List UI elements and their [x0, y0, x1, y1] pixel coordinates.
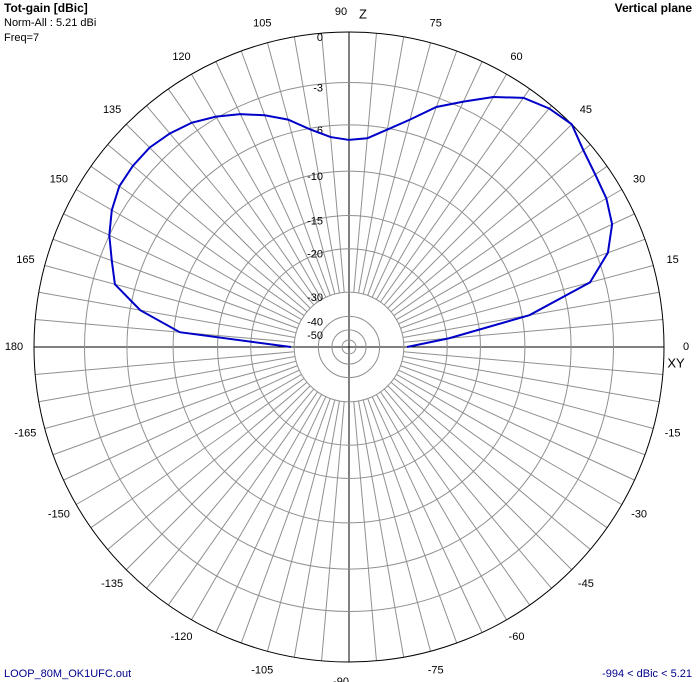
ring	[217, 215, 481, 479]
center-ring	[341, 339, 357, 355]
ring	[293, 291, 405, 403]
axis-label: XY	[667, 355, 685, 370]
angle-label: 0	[683, 341, 689, 353]
angle-label: -120	[170, 631, 192, 643]
angle-label: 75	[430, 17, 442, 29]
angle-label: -105	[251, 664, 273, 676]
ring	[317, 315, 381, 379]
angle-label: -60	[509, 631, 525, 643]
angle-label: 150	[50, 173, 68, 185]
ring	[250, 248, 448, 446]
angle-label: 135	[103, 104, 121, 116]
angle-label: 60	[510, 51, 522, 63]
angle-label: -150	[48, 508, 70, 520]
ring-label: -20	[307, 249, 323, 261]
ring	[126, 124, 572, 570]
ring-label: -3	[313, 82, 323, 94]
angle-label: 30	[633, 173, 645, 185]
angle-label: -135	[101, 578, 123, 590]
ring-label: -30	[307, 292, 323, 304]
ring	[331, 329, 367, 365]
ring-label: -50	[307, 330, 323, 342]
ring	[84, 82, 614, 612]
angle-label: 180	[5, 341, 23, 353]
angle-label: -30	[631, 508, 647, 520]
pattern-line	[108, 96, 614, 348]
ring-label: -40	[307, 316, 323, 328]
chart-subtitle: Vertical plane	[615, 1, 693, 15]
annotation: Freq=7	[4, 32, 39, 44]
ring	[172, 170, 526, 524]
ring	[33, 31, 665, 663]
angle-label: 45	[580, 104, 592, 116]
angle-label: -165	[14, 428, 36, 440]
angle-label: -75	[428, 664, 444, 676]
footer-right: -994 < dBic < 5.21	[602, 668, 692, 680]
axis-label: Z	[359, 6, 367, 21]
angle-label: -45	[578, 578, 594, 590]
ring-label: -10	[307, 171, 323, 183]
angle-label: 15	[666, 254, 678, 266]
angle-label: -90	[333, 676, 349, 682]
angle-label: 120	[172, 51, 190, 63]
ring-label: -15	[307, 215, 323, 227]
angle-label: 90	[335, 6, 347, 18]
chart-title: Tot-gain [dBic]	[4, 1, 88, 15]
annotation: Norm-All : 5.21 dBi	[4, 17, 96, 29]
ring-label: 0	[317, 32, 323, 44]
angle-label: 165	[16, 254, 34, 266]
ring-label: -6	[313, 125, 323, 137]
angle-label: -15	[665, 428, 681, 440]
angle-label: 105	[253, 17, 271, 29]
footer-left: LOOP_80M_OK1UFC.out	[4, 668, 131, 680]
